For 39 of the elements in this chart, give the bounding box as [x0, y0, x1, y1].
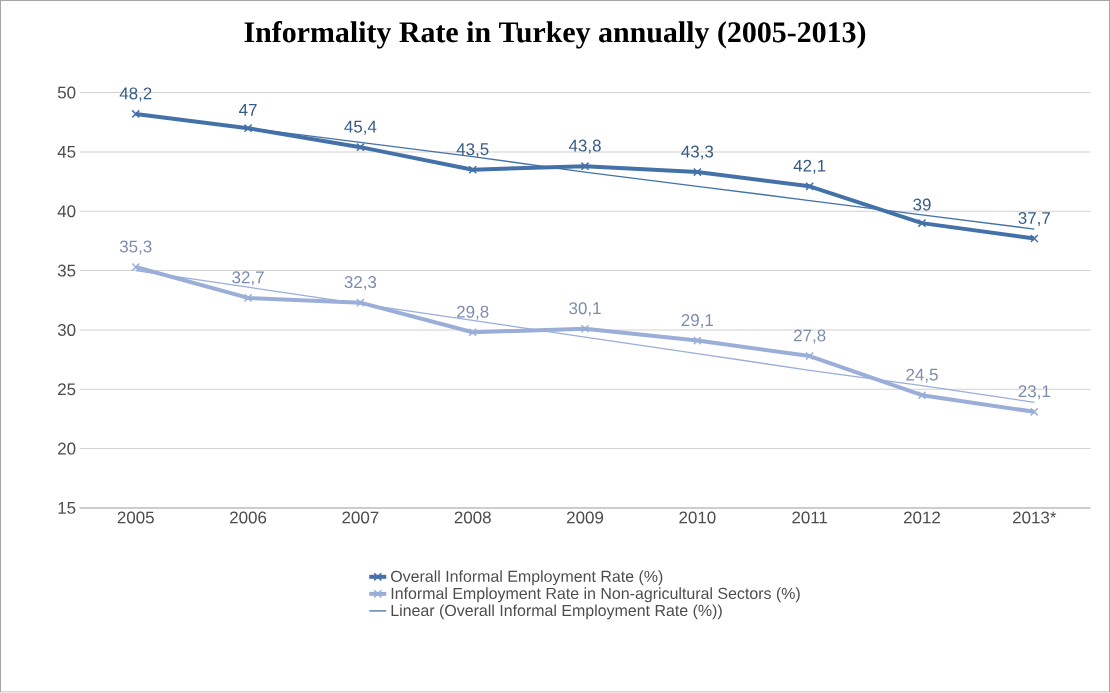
y-tick-label: 35: [57, 264, 76, 277]
data-label: 30,1: [569, 302, 601, 317]
y-tick-label: 50: [57, 86, 76, 99]
y-tick-label: 30: [57, 324, 76, 337]
data-label: 24,5: [906, 368, 938, 383]
data-label: 43,8: [568, 139, 601, 154]
data-label: 32,7: [232, 271, 264, 286]
legend-label: Overall Informal Employment Rate (%): [391, 570, 663, 586]
chart-title: Informality Rate in Turkey annually (2005-2013): [244, 21, 866, 49]
legend-label: Linear (Overall Informal Employment Rate (%)): [391, 604, 722, 620]
x-tick-label: 2005: [117, 511, 154, 524]
data-label: 43,3: [681, 145, 714, 160]
data-label: 23,1: [1018, 385, 1050, 400]
data-label: 39: [913, 198, 931, 211]
legend-label: Informal Employment Rate in Non-agricultural Sectors (%): [391, 587, 800, 603]
data-label: 42,1: [793, 159, 826, 174]
data-label: 35,3: [119, 240, 152, 255]
x-tick-label: 2007: [342, 511, 379, 524]
data-label: 45,4: [344, 120, 377, 135]
data-label: 47: [239, 104, 257, 116]
data-label: 32,3: [344, 276, 377, 291]
y-tick-label: 25: [58, 383, 76, 396]
x-tick-label: 2010: [679, 511, 716, 524]
data-label: 37,7: [1018, 212, 1050, 227]
y-tick-label: 15: [58, 502, 76, 515]
y-tick-label: 40: [57, 205, 76, 218]
data-label: 29,1: [681, 314, 714, 329]
x-tick-label: 2006: [230, 511, 267, 524]
data-label: 29,8: [457, 305, 489, 320]
data-label: 27,8: [794, 329, 826, 344]
x-tick-label: 2012: [904, 511, 940, 524]
data-label: 48,2: [119, 87, 152, 102]
y-tick-label: 20: [58, 442, 76, 455]
x-tick-label: 2009: [567, 511, 604, 524]
y-tick-label: 45: [57, 146, 76, 159]
data-label: 43,5: [456, 143, 489, 158]
x-tick-label: 2008: [454, 511, 491, 524]
x-tick-label: 2013*: [1013, 511, 1057, 524]
x-tick-label: 2011: [792, 511, 828, 524]
